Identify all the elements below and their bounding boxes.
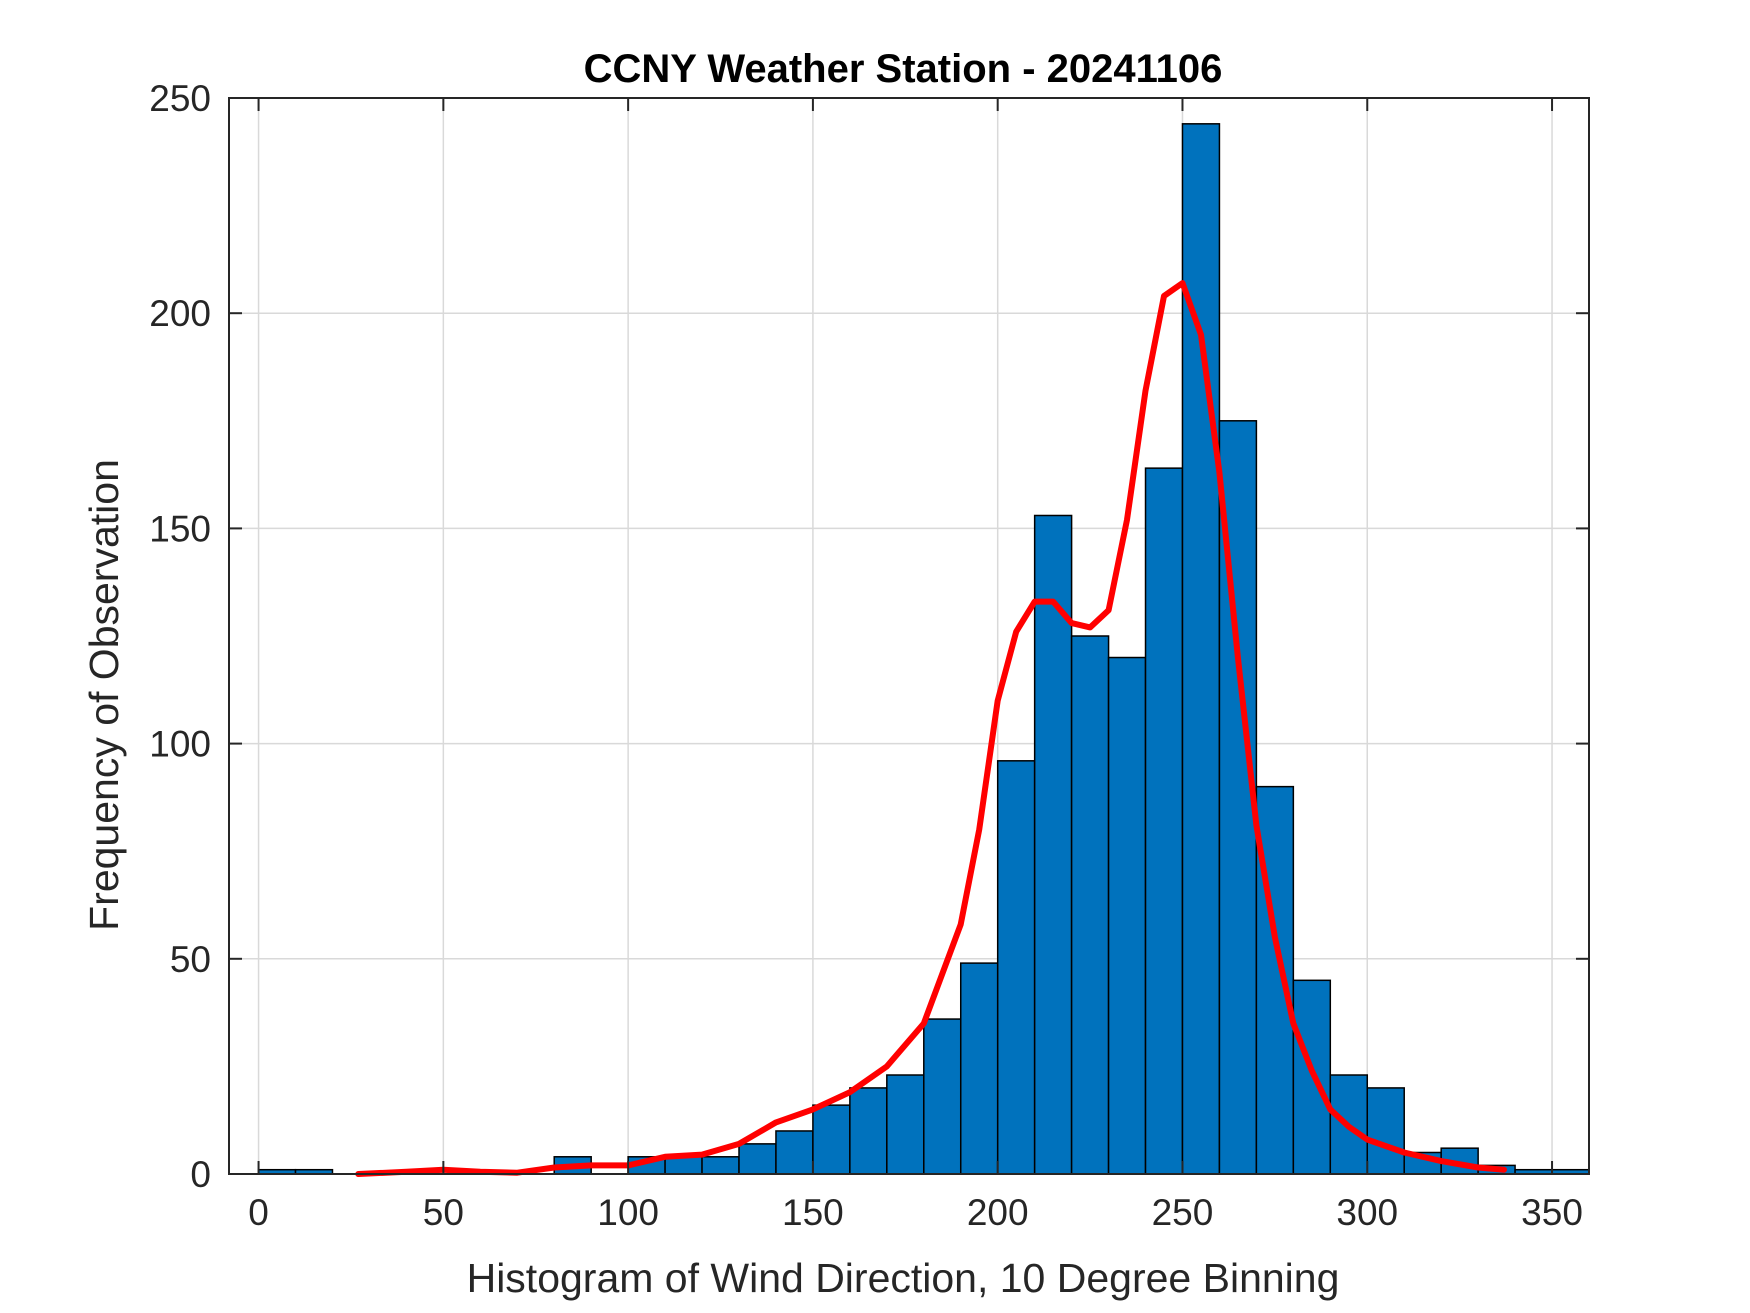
x-tick-label: 50	[423, 1192, 464, 1233]
histogram-bar	[886, 1074, 925, 1175]
x-tick-label: 200	[967, 1192, 1029, 1233]
histogram-bar	[775, 1130, 814, 1175]
histogram-bar	[1070, 635, 1110, 1175]
histogram-bar	[738, 1143, 777, 1175]
histogram-bar	[1144, 467, 1184, 1175]
x-tick-label: 0	[248, 1192, 269, 1233]
histogram-bar	[849, 1087, 888, 1175]
y-tick-label: 0	[190, 1154, 211, 1195]
histogram-bar	[923, 1018, 962, 1175]
axis-ticks	[229, 97, 1589, 1175]
histogram-bar	[959, 962, 999, 1175]
y-tick-labels: 0 50 100 150 200 250	[149, 78, 211, 1195]
histogram-bar	[812, 1104, 851, 1175]
y-tick-label: 250	[149, 78, 211, 119]
y-axis-label: Frequency of Observation	[81, 459, 127, 931]
axes-frame	[228, 97, 1590, 1175]
histogram-bar	[1366, 1087, 1405, 1175]
x-tick-label: 150	[782, 1192, 844, 1233]
y-tick-label: 100	[149, 724, 211, 765]
histogram-bar	[996, 760, 1036, 1175]
histogram-bar	[1181, 123, 1221, 1175]
grid	[229, 97, 1589, 1175]
x-axis-label: Histogram of Wind Direction, 10 Degree B…	[467, 1255, 1340, 1301]
x-tick-label: 350	[1521, 1192, 1583, 1233]
y-tick-label: 50	[170, 939, 211, 980]
x-tick-label: 300	[1336, 1192, 1398, 1233]
histogram-bars	[257, 123, 1590, 1175]
x-tick-label: 250	[1152, 1192, 1214, 1233]
histogram-bar	[1107, 656, 1147, 1175]
chart-title: CCNY Weather Station - 20241106	[584, 47, 1223, 91]
x-tick-label: 100	[597, 1192, 659, 1233]
y-tick-label: 150	[149, 508, 211, 549]
x-tick-labels: 0 50 100 150 200 250 300 350	[248, 1192, 1583, 1233]
y-tick-label: 200	[149, 293, 211, 334]
histogram-bar	[701, 1156, 740, 1175]
